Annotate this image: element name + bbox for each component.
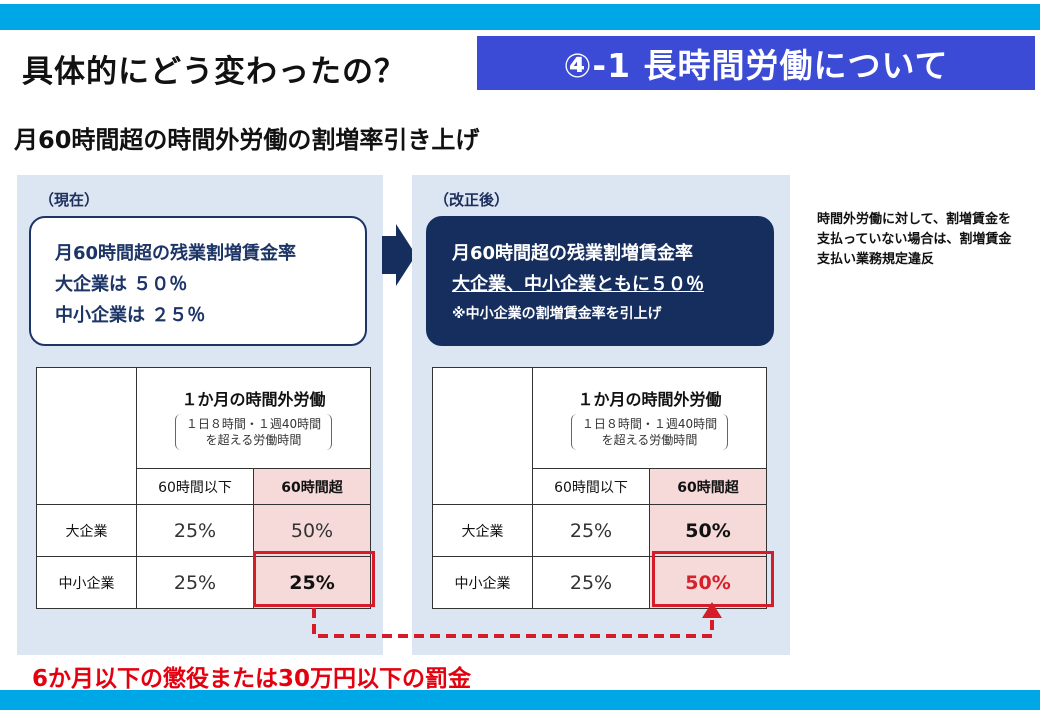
table-header-title: １か月の時間外労働	[181, 390, 326, 409]
after-box-note: ※中小企業の割増賃金率を引上げ	[452, 306, 662, 322]
cell-large-under60: 25%	[136, 504, 254, 557]
cell-large-under60: 25%	[532, 504, 650, 557]
before-rate-box: 月60時間超の残業割増賃金率 大企業は ５０％ 中小企業は ２５％	[29, 216, 367, 346]
table-corner	[36, 367, 137, 505]
cell-sme-under60: 25%	[532, 556, 650, 609]
cell-sme-over60: 50%	[649, 556, 767, 609]
col-header-over60: 60時間超	[649, 468, 767, 505]
after-rate-box: 月60時間超の残業割増賃金率 大企業、中小企業ともに５０％ ※中小企業の割増賃金…	[426, 216, 774, 346]
after-rate-table: １か月の時間外労働 １日８時間・１週40時間 を超える労働時間 60時間以下 6…	[432, 367, 767, 609]
table-header-sub2: を超える労働時間	[601, 433, 698, 447]
table-header-sub: １日８時間・１週40時間 を超える労働時間	[174, 414, 333, 450]
cell-large-over60: 50%	[253, 504, 371, 557]
table-header: １か月の時間外労働 １日８時間・１週40時間 を超える労働時間	[532, 367, 767, 469]
row-label-sme: 中小企業	[432, 556, 533, 609]
before-box-line3: 中小企業は ２５％	[55, 305, 206, 326]
after-label: （改正後）	[434, 191, 510, 209]
row-label-large: 大企業	[36, 504, 137, 557]
table-header-sub2: を超える労働時間	[205, 433, 302, 447]
col-header-under60: 60時間以下	[532, 468, 650, 505]
table-header: １か月の時間外労働 １日８時間・１週40時間 を超える労働時間	[136, 367, 371, 469]
before-rate-table: １か月の時間外労働 １日８時間・１週40時間 を超える労働時間 60時間以下 6…	[36, 367, 371, 609]
col-header-under60: 60時間以下	[136, 468, 254, 505]
table-corner	[432, 367, 533, 505]
before-label: （現在）	[39, 191, 100, 209]
cell-sme-over60: 25%	[253, 556, 371, 609]
before-box-line2: 大企業は ５０％	[55, 274, 188, 295]
subheading: 月60時間超の時間外労働の割増率引き上げ	[14, 126, 480, 154]
before-panel: （現在） 月60時間超の残業割増賃金率 大企業は ５０％ 中小企業は ２５％ １…	[17, 175, 383, 655]
table-header-sub: １日８時間・１週40時間 を超える労働時間	[570, 414, 729, 450]
right-arrow-icon	[382, 224, 416, 286]
table-header-title: １か月の時間外労働	[577, 390, 722, 409]
top-bar	[0, 4, 1040, 30]
table-header-sub1: １日８時間・１週40時間	[185, 417, 322, 431]
after-panel: （改正後） 月60時間超の残業割増賃金率 大企業、中小企業ともに５０％ ※中小企…	[412, 175, 790, 655]
after-box-line1: 月60時間超の残業割増賃金率	[452, 243, 694, 264]
page-heading: 具体的にどう変わったの？	[22, 54, 406, 90]
before-box-line1: 月60時間超の残業割増賃金率	[55, 243, 297, 264]
table-header-sub1: １日８時間・１週40時間	[581, 417, 718, 431]
cell-sme-under60: 25%	[136, 556, 254, 609]
row-label-sme: 中小企業	[36, 556, 137, 609]
row-label-large: 大企業	[432, 504, 533, 557]
cell-large-over60: 50%	[649, 504, 767, 557]
penalty-text: 6か月以下の懲役または30万円以下の罰金	[32, 666, 472, 692]
bottom-bar	[0, 690, 1040, 710]
side-note: 時間外労働に対して、割増賃金を支払っていない場合は、割増賃金支払い業務規定違反	[817, 212, 1012, 267]
after-box-line2: 大企業、中小企業ともに５０％	[452, 274, 704, 295]
section-title: ④-1 長時間労働について	[477, 36, 1035, 90]
col-header-over60: 60時間超	[253, 468, 371, 505]
